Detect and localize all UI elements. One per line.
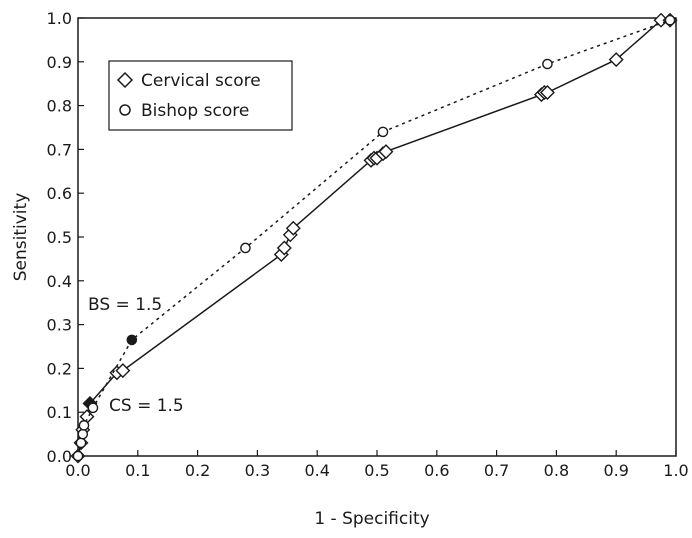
circle-point — [72, 450, 84, 462]
y-tick-label: 0.5 — [47, 228, 72, 247]
legend-label-bishop: Bishop score — [141, 101, 249, 121]
y-tick-label: 0.8 — [47, 97, 72, 116]
highlight-circle-point — [126, 334, 138, 346]
circle-point — [77, 428, 89, 440]
y-tick-label: 0.0 — [47, 447, 72, 466]
series-bishop — [72, 14, 676, 462]
x-tick-label: 0.6 — [424, 461, 449, 480]
y-tick-label: 1.0 — [47, 9, 72, 28]
circle-point — [542, 58, 553, 70]
x-tick-label: 0.7 — [484, 461, 509, 480]
legend-box — [108, 60, 293, 131]
legend-label-cervical: Cervical score — [141, 71, 261, 91]
y-tick-label: 0.2 — [47, 359, 72, 378]
y-tick-label: 0.1 — [47, 403, 72, 422]
legend-diamond-marker — [116, 71, 134, 89]
y-axis-title: Sensitivity — [11, 193, 31, 282]
x-tick-label: 0.5 — [364, 461, 389, 480]
y-tick-label: 0.9 — [47, 53, 72, 72]
diamond-point — [276, 240, 292, 256]
y-tick-label: 0.3 — [47, 316, 72, 335]
series-layer — [70, 12, 678, 464]
circle-point — [240, 242, 251, 254]
x-tick-label: 0.0 — [65, 461, 90, 480]
x-tick-label: 0.8 — [544, 461, 569, 480]
x-tick-label: 0.4 — [304, 461, 329, 480]
x-tick-label: 0.2 — [185, 461, 210, 480]
circle-point — [377, 126, 389, 138]
diamond-point — [539, 84, 555, 100]
diamond-point — [285, 220, 301, 236]
diamond-point — [378, 144, 394, 160]
legend: Cervical score Bishop score — [108, 60, 293, 131]
y-tick-label: 0.6 — [47, 184, 72, 203]
x-tick-label: 1.0 — [663, 461, 688, 480]
x-axis-title: 1 - Specificity — [314, 509, 429, 529]
circle-point — [87, 402, 99, 414]
axis-ticks: 0.0 0.1 0.2 0.3 0.4 0.5 0.6 0.7 0.8 0.9 1.0 0.0 0.1 0… — [47, 9, 689, 480]
circle-point — [78, 420, 90, 431]
x-tick-label: 0.1 — [125, 461, 150, 480]
diamond-point — [608, 52, 624, 68]
circle-point — [664, 14, 676, 26]
y-tick-label: 0.7 — [47, 140, 72, 159]
x-tick-label: 0.3 — [245, 461, 270, 480]
annotation-cs: CS = 1.5 — [109, 396, 184, 416]
x-tick-label: 0.9 — [603, 461, 628, 480]
annotation-bs: BS = 1.5 — [88, 295, 162, 315]
y-tick-label: 0.4 — [47, 272, 72, 291]
diamond-point — [115, 363, 131, 379]
legend-circle-marker — [119, 104, 131, 116]
circle-point — [75, 437, 87, 449]
